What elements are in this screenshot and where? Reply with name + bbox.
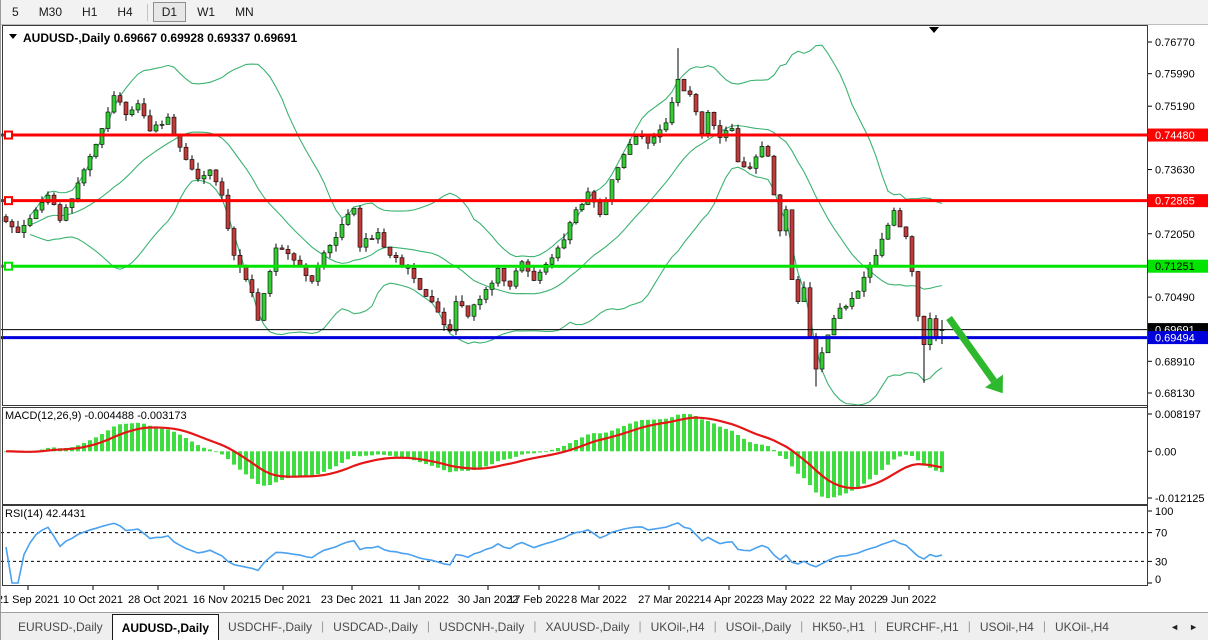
rsi-axis-label: 70	[1155, 528, 1167, 540]
date-label: 8 Mar 2022	[571, 594, 627, 606]
tab-separator: |	[800, 619, 804, 633]
macd-axis-label: 0.008197	[1155, 409, 1201, 421]
price-tick-label: 0.75990	[1155, 69, 1195, 81]
svg-text:0.69494: 0.69494	[1155, 333, 1195, 345]
support-line-blue-badge: 0.69494	[1148, 331, 1208, 345]
chart-canvas[interactable]: AUDUSD-,Daily 0.69667 0.69928 0.69337 0.…	[1, 25, 1208, 612]
svg-text:0.74480: 0.74480	[1155, 130, 1195, 142]
rsi-pane-frame	[2, 505, 1148, 586]
macd-label: MACD(12,26,9) -0.004488 -0.003173	[5, 410, 187, 422]
tab-usdchf-daily[interactable]: USDCHF-,Daily	[228, 620, 313, 634]
macd-pane[interactable]: MACD(12,26,9) -0.004488 -0.003173	[4, 410, 944, 498]
rsi-label: RSI(14) 42.4431	[5, 508, 86, 520]
tab-separator: |	[321, 619, 325, 633]
tab-hk50-h1[interactable]: HK50-,H1	[812, 620, 865, 634]
tab-separator: |	[533, 619, 537, 633]
tab-usoil-daily[interactable]: USOil-,Daily	[725, 620, 792, 634]
macd-axis-label: 0.00	[1155, 446, 1176, 458]
date-label: 9 Jun 2022	[882, 594, 936, 606]
candlesticks	[3, 48, 945, 387]
date-label: 23 Dec 2021	[321, 594, 383, 606]
price-tick-label: 0.72050	[1155, 229, 1195, 241]
tab-separator: |	[967, 619, 971, 633]
resistance-line-lower-handle[interactable]	[4, 196, 13, 206]
date-label: 22 May 2022	[819, 594, 883, 606]
resistance-line-lower[interactable]	[1, 196, 1147, 206]
tab-scroll-left-icon[interactable]: ◄	[1170, 621, 1180, 632]
date-label: 10 Oct 2021	[63, 594, 123, 606]
main-pane-frame	[2, 25, 1148, 406]
price-tick-label: 0.68130	[1155, 388, 1195, 400]
timeframe-button-5[interactable]: 5	[12, 5, 19, 19]
resistance-line-lower-badge: 0.72865	[1148, 194, 1208, 208]
symbol-dropdown-icon[interactable]	[9, 34, 17, 39]
timeframe-button-W1[interactable]: W1	[197, 5, 216, 19]
date-label: 14 Apr 2022	[699, 594, 758, 606]
chart-shift-marker-icon	[929, 27, 939, 33]
price-tick-label: 0.75190	[1155, 101, 1195, 113]
date-label: 30 Jan 2022	[458, 594, 519, 606]
tab-separator: |	[873, 619, 878, 633]
rsi-axis-label: 100	[1155, 506, 1173, 518]
timeframe-button-H1[interactable]: H1	[82, 5, 98, 19]
date-label: 3 May 2022	[757, 594, 814, 606]
timeframe-button-D1[interactable]: D1	[152, 2, 187, 22]
rsi-line	[5, 521, 943, 584]
rsi-axis-label: 30	[1155, 556, 1167, 568]
timeframe-button-MN[interactable]: MN	[235, 5, 254, 19]
tab-scroll-right-icon[interactable]: ►	[1189, 621, 1198, 632]
resistance-line-upper-handle[interactable]	[4, 130, 13, 140]
date-label: 21 Sep 2021	[1, 594, 59, 606]
tab-xauusd-daily[interactable]: XAUUSD-,Daily	[545, 620, 630, 634]
tab-audusd-daily[interactable]: AUDUSD-,Daily	[111, 614, 220, 640]
chart-tab-bar: EURUSD-,Daily AUDUSD-,Daily USDCHF-,Daily |…	[1, 612, 1208, 640]
tab-usdcnh-daily[interactable]: USDCNH-,Daily	[438, 620, 525, 634]
tab-scroll-controls: ◄ ►	[1168, 613, 1208, 640]
price-tick-label: 0.68910	[1155, 356, 1195, 368]
tab-eurusd-daily[interactable]: EURUSD-,Daily	[18, 620, 103, 634]
tab-usdcad-daily[interactable]: USDCAD-,Daily	[333, 620, 418, 634]
support-line-green[interactable]	[1, 261, 1147, 271]
date-label: 27 Mar 2022	[638, 594, 700, 606]
tab-eurchf-h1[interactable]: EURCHF-,H1	[886, 620, 959, 634]
tab-ukoil-h4[interactable]: UKOil-,H4	[1054, 620, 1109, 634]
svg-text:0.72865: 0.72865	[1155, 196, 1195, 208]
timeframe-button-M30[interactable]: M30	[38, 5, 63, 19]
date-label: 16 Nov 2021	[193, 594, 255, 606]
tab-ukoil-h4[interactable]: UKOil-,H4	[650, 620, 705, 634]
price-tick-label: 0.76770	[1155, 37, 1195, 49]
macd-signal-line	[5, 416, 943, 490]
price-tick-label: 0.73630	[1155, 165, 1195, 177]
date-label: 5 Dec 2021	[255, 594, 311, 606]
support-line-green-badge: 0.71251	[1148, 259, 1208, 273]
resistance-line-upper-badge: 0.74480	[1148, 128, 1208, 142]
macd-axis-label: -0.012125	[1155, 493, 1205, 505]
timeframe-button-H4[interactable]: H4	[117, 5, 133, 19]
toolbar-separator	[146, 3, 148, 21]
date-label: 17 Feb 2022	[508, 594, 570, 606]
svg-text:0.71251: 0.71251	[1155, 261, 1195, 273]
tab-separator: |	[638, 619, 642, 633]
date-label: 11 Jan 2022	[389, 594, 449, 606]
chart-background	[1, 25, 1208, 612]
tab-separator: |	[1042, 619, 1046, 633]
trend-arrow[interactable]	[946, 315, 1003, 394]
rsi-axis-label: 0	[1155, 574, 1161, 586]
timeframe-toolbar: 5 M30 H1 H4 D1 W1 MN	[1, 0, 1208, 25]
resistance-line-upper[interactable]	[1, 130, 1147, 140]
rsi-pane[interactable]: RSI(14) 42.4431	[1, 508, 1147, 584]
price-tick-label: 0.70490	[1155, 292, 1195, 304]
tab-separator: |	[713, 619, 717, 633]
chart-title: AUDUSD-,Daily 0.69667 0.69928 0.69337 0.…	[23, 31, 298, 45]
tab-usoil-h4[interactable]: USOil-,H4	[979, 620, 1034, 634]
date-label: 28 Oct 2021	[128, 594, 188, 606]
tab-separator: |	[426, 619, 430, 633]
price-axis[interactable]: 0.76770 0.75990 0.75190 0.73630 0.72050 0.704…	[1147, 25, 1208, 586]
macd-pane-frame	[2, 407, 1148, 505]
main-price-pane[interactable]: AUDUSD-,Daily 0.69667 0.69928 0.69337 0.…	[1, 27, 1147, 406]
date-axis[interactable]: 21 Sep 2021 10 Oct 2021 28 Oct 2021 16 Nov …	[1, 585, 936, 606]
support-line-green-handle[interactable]	[4, 261, 13, 271]
